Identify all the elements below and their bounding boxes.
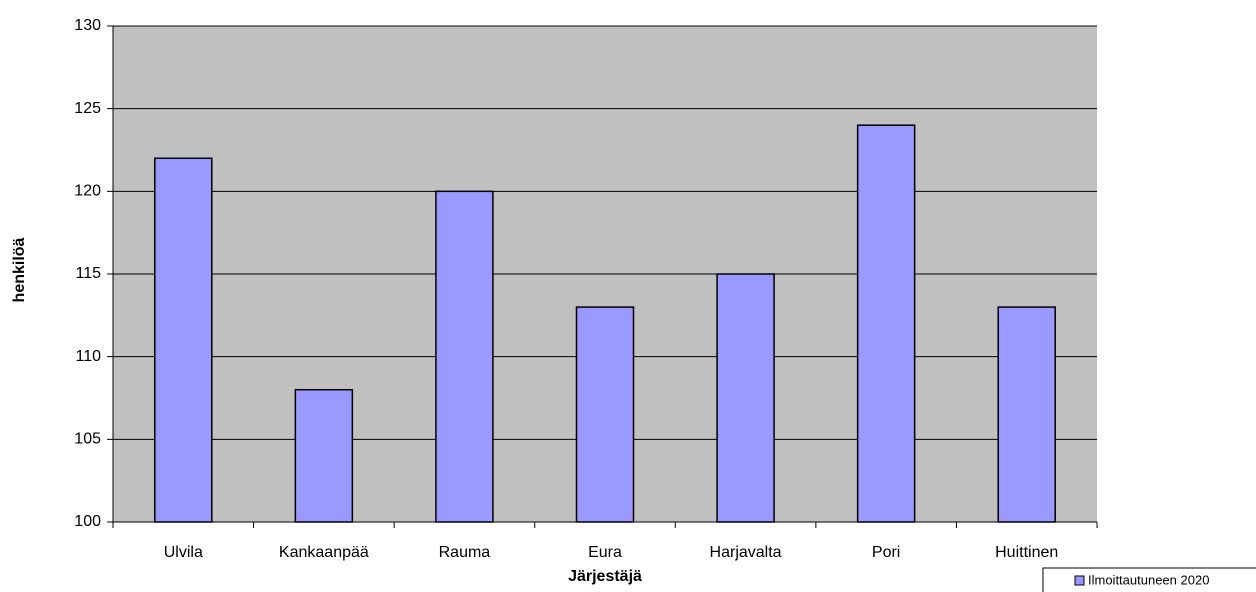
y-tick-label: 105 <box>74 431 101 448</box>
x-tick-label: Ulvila <box>164 544 203 561</box>
bar <box>294 388 354 523</box>
x-axis-label: Järjestäjä <box>568 568 642 585</box>
x-tick-label: Kankaanpää <box>279 544 369 561</box>
y-tick-label: 125 <box>74 100 101 117</box>
bar <box>575 306 635 523</box>
x-tick-label: Harjavalta <box>710 544 782 561</box>
x-tick-label: Pori <box>872 544 900 561</box>
x-tick-label: Rauma <box>439 544 491 561</box>
y-tick-label: 100 <box>74 513 101 530</box>
y-tick-label: 120 <box>74 183 101 200</box>
x-tick-label: Huittinen <box>995 544 1058 561</box>
x-tick-label: Eura <box>588 544 622 561</box>
bar <box>997 306 1056 523</box>
y-tick-label: 130 <box>74 17 101 34</box>
y-tick-label: 110 <box>75 348 101 365</box>
legend-swatch <box>1074 575 1085 586</box>
bar <box>856 124 916 523</box>
y-tick-label: 115 <box>75 265 101 282</box>
bar <box>435 190 494 523</box>
legend-label: Ilmoittautuneen 2020 <box>1088 572 1209 587</box>
bar <box>154 157 213 523</box>
bar <box>716 273 775 523</box>
y-axis-label: henkilöä <box>11 237 28 302</box>
